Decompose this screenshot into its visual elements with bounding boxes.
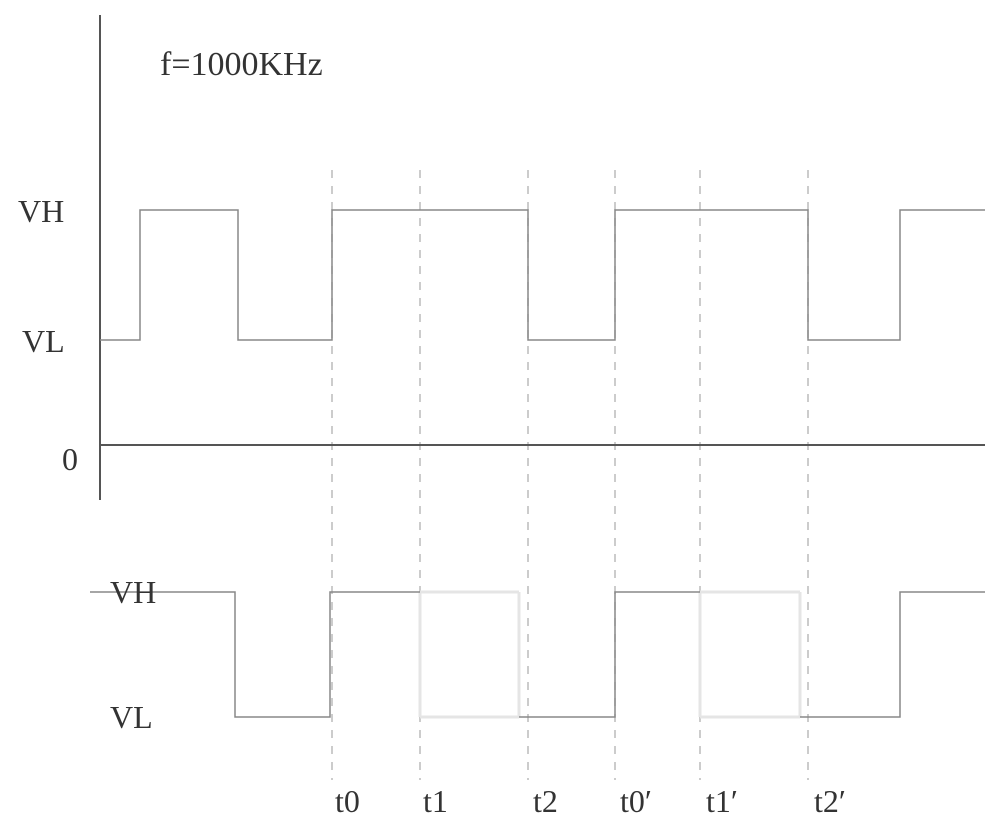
top-waveform <box>100 210 985 340</box>
axes <box>100 15 985 500</box>
label-t2: t2 <box>533 783 558 819</box>
label-vl-bottom: VL <box>110 699 153 735</box>
label-t0-prime: t0′ <box>620 783 652 819</box>
label-vl-top: VL <box>22 323 65 359</box>
timing-diagram: f=1000KHz VH VL 0 VH VL t0 t1 t2 t0′ t1′… <box>0 0 1000 837</box>
label-t1-prime: t1′ <box>706 783 738 819</box>
bottom-waveform-faded <box>420 592 800 717</box>
label-t0: t0 <box>335 783 360 819</box>
guide-lines <box>332 170 808 780</box>
label-vh-top: VH <box>18 193 64 229</box>
label-t2-prime: t2′ <box>814 783 846 819</box>
frequency-title: f=1000KHz <box>160 46 323 83</box>
label-vh-bottom: VH <box>110 574 156 610</box>
bottom-waveform <box>90 592 985 717</box>
label-t1: t1 <box>423 783 448 819</box>
label-zero: 0 <box>62 441 78 477</box>
